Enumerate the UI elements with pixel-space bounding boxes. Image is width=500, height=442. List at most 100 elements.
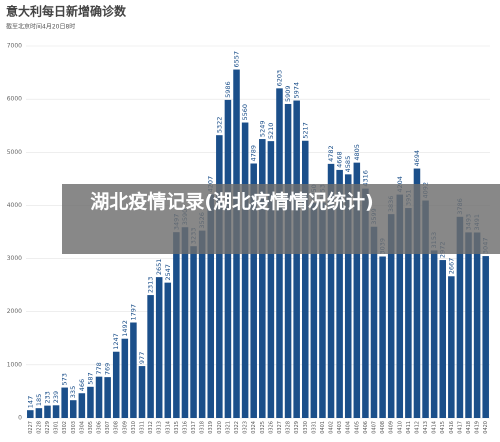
x-tick-label: 0415 — [440, 421, 446, 434]
x-tick-label: 0413 — [423, 421, 429, 434]
bar — [112, 351, 120, 418]
value-label: 5322 — [215, 117, 223, 134]
x-tick-label: 0303 — [71, 421, 77, 434]
x-tick-label: 0331 — [311, 421, 317, 434]
x-tick-label: 0326 — [268, 421, 274, 434]
value-label: 4585 — [344, 156, 352, 173]
x-tick-label: 0420 — [483, 421, 489, 434]
x-tick-label: 0311 — [140, 421, 146, 434]
value-label: 587 — [86, 372, 94, 384]
value-label: 4668 — [336, 151, 344, 168]
x-tick-label: 0309 — [122, 421, 128, 434]
x-tick-label: 0418 — [466, 421, 472, 434]
bar — [370, 226, 378, 418]
value-label: 335 — [69, 386, 77, 398]
x-tick-label: 0406 — [363, 421, 369, 434]
x-tick-label: 0322 — [234, 421, 240, 434]
bar — [138, 366, 146, 418]
x-tick-label: 0312 — [148, 421, 154, 434]
x-tick-label: 0319 — [208, 421, 214, 434]
value-label: 239 — [52, 391, 60, 403]
x-tick-label: 0307 — [105, 421, 111, 434]
value-label: 5909 — [284, 85, 292, 102]
x-tick-label: 0321 — [225, 421, 231, 434]
value-label: 1797 — [129, 304, 137, 321]
bar — [465, 232, 472, 418]
x-tick-label: 0229 — [45, 421, 51, 434]
x-tick-label: 0419 — [475, 421, 481, 434]
x-tick-label: 0228 — [36, 421, 42, 434]
x-tick-label: 0301 — [54, 421, 60, 434]
value-label: 2667 — [447, 258, 455, 275]
bar — [327, 163, 335, 418]
bar — [456, 216, 464, 418]
value-label: 2313 — [147, 277, 155, 294]
bar — [181, 227, 189, 418]
value-label: 466 — [78, 379, 86, 391]
x-tick-label: 0407 — [372, 421, 378, 434]
value-label: 5974 — [293, 82, 301, 99]
y-tick-label: 2000 — [7, 308, 22, 315]
value-label: 5217 — [301, 122, 309, 139]
value-label: 2547 — [164, 264, 172, 281]
bar — [216, 135, 223, 419]
x-tick-label: 0317 — [191, 421, 197, 434]
value-label: 6203 — [275, 70, 283, 87]
value-label: 4694 — [413, 150, 421, 167]
x-tick-label: 0227 — [28, 421, 34, 434]
value-label: 185 — [35, 394, 43, 406]
x-tick-label: 0302 — [62, 421, 68, 434]
x-tick-label: 0402 — [329, 421, 335, 434]
bar — [52, 405, 60, 418]
x-tick-label: 0323 — [243, 421, 249, 434]
x-tick-label: 0318 — [200, 421, 206, 434]
bar — [130, 322, 137, 418]
x-tick-label: 0314 — [165, 421, 171, 434]
x-tick-label: 0414 — [432, 421, 438, 434]
x-tick-label: 0327 — [277, 421, 283, 434]
value-label: 5249 — [258, 121, 266, 138]
value-label: 4805 — [353, 144, 361, 161]
x-tick-label: 0316 — [182, 421, 188, 434]
value-label: 1247 — [112, 333, 120, 350]
bar — [121, 338, 129, 418]
y-tick-label: 0 — [18, 415, 22, 422]
value-label: 5560 — [241, 104, 249, 121]
bar — [482, 256, 489, 418]
x-tick-label: 0329 — [294, 421, 300, 434]
bar — [155, 277, 163, 418]
bar — [439, 260, 447, 418]
value-label: 573 — [61, 373, 69, 385]
y-tick-label: 3000 — [7, 255, 22, 262]
y-tick-label: 7000 — [7, 43, 22, 50]
x-tick-label: 0401 — [320, 421, 326, 434]
x-tick-label: 0410 — [397, 421, 403, 434]
bar — [396, 194, 404, 418]
x-tick-label: 0409 — [389, 421, 395, 434]
bar — [164, 282, 172, 418]
bar — [301, 140, 309, 418]
bar — [448, 276, 455, 418]
bar — [362, 188, 369, 418]
bar — [293, 100, 300, 419]
bar — [379, 256, 386, 418]
value-label: 4782 — [327, 145, 335, 162]
bar — [422, 200, 429, 418]
bar — [284, 103, 292, 419]
y-tick-label: 4000 — [7, 202, 22, 209]
chart-subtitle: 截至北京时间4月20日8时 — [6, 23, 75, 31]
bar — [224, 99, 232, 419]
x-tick-label: 0325 — [260, 421, 266, 434]
value-label: 147 — [26, 396, 34, 408]
bar — [241, 122, 249, 419]
bar — [35, 408, 43, 418]
bar — [69, 400, 77, 418]
bar — [473, 232, 481, 418]
bar — [190, 246, 197, 418]
bar — [27, 410, 34, 418]
bar — [95, 376, 103, 418]
value-label: 5986 — [224, 81, 232, 98]
x-tick-label: 0306 — [97, 421, 103, 434]
